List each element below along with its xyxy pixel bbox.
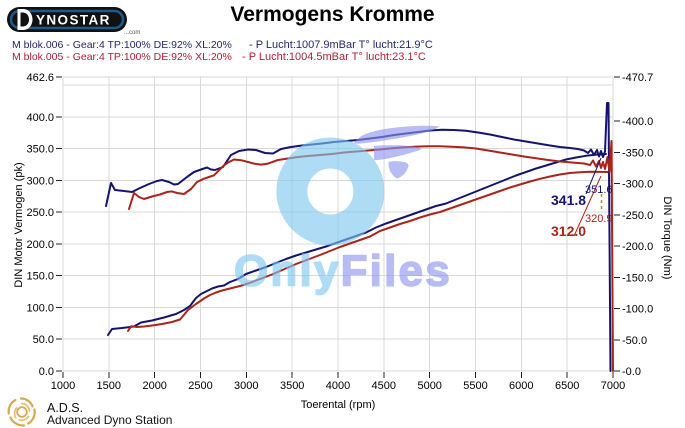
svg-text:5000: 5000	[417, 380, 441, 392]
svg-text:4500: 4500	[372, 380, 396, 392]
svg-text:2500: 2500	[188, 380, 212, 392]
svg-text:320.9: 320.9	[585, 213, 613, 225]
svg-text:462.6: 462.6	[26, 72, 54, 84]
svg-text:7000: 7000	[601, 380, 625, 392]
svg-text:6000: 6000	[509, 380, 533, 392]
svg-text:250.0: 250.0	[26, 207, 54, 219]
svg-text:YNOSTAR: YNOSTAR	[36, 13, 111, 28]
svg-text:DIN Torque (Nm): DIN Torque (Nm)	[661, 197, 673, 280]
svg-text:-350.0: -350.0	[622, 147, 653, 159]
svg-text:-400.0: -400.0	[622, 116, 653, 128]
svg-text:-150.0: -150.0	[622, 272, 653, 284]
svg-text:100.0: 100.0	[26, 302, 54, 314]
svg-text:300.0: 300.0	[26, 175, 54, 187]
svg-text:OnlyFiles: OnlyFiles	[234, 247, 452, 296]
svg-text:-250.0: -250.0	[622, 210, 653, 222]
svg-text:3500: 3500	[280, 380, 304, 392]
svg-text:2000: 2000	[142, 380, 166, 392]
svg-text:50.0: 50.0	[33, 334, 54, 346]
svg-text:200.0: 200.0	[26, 239, 54, 251]
svg-text:341.8: 341.8	[551, 192, 586, 208]
svg-text:-300.0: -300.0	[622, 179, 653, 191]
svg-text:-100.0: -100.0	[622, 304, 653, 316]
svg-text:1000: 1000	[51, 380, 75, 392]
svg-text:351.6: 351.6	[585, 184, 613, 196]
svg-text:...com: ...com	[124, 30, 140, 36]
svg-text:-200.0: -200.0	[622, 241, 653, 253]
svg-text:-0.0: -0.0	[622, 366, 641, 378]
svg-text:350.0: 350.0	[26, 144, 54, 156]
svg-text:4000: 4000	[326, 380, 350, 392]
svg-text:DIN Motor Vermogen (pk): DIN Motor Vermogen (pk)	[13, 162, 25, 287]
svg-text:3000: 3000	[234, 380, 258, 392]
svg-text:312.0: 312.0	[551, 223, 586, 239]
svg-text:0.0: 0.0	[39, 366, 54, 378]
svg-text:400.0: 400.0	[26, 112, 54, 124]
svg-text:6500: 6500	[555, 380, 579, 392]
svg-text:Toerental (rpm): Toerental (rpm)	[301, 399, 376, 411]
svg-text:5500: 5500	[463, 380, 487, 392]
svg-text:-470.7: -470.7	[622, 72, 653, 84]
svg-text:1500: 1500	[97, 380, 121, 392]
svg-text:150.0: 150.0	[26, 271, 54, 283]
svg-text:-50.0: -50.0	[622, 335, 647, 347]
